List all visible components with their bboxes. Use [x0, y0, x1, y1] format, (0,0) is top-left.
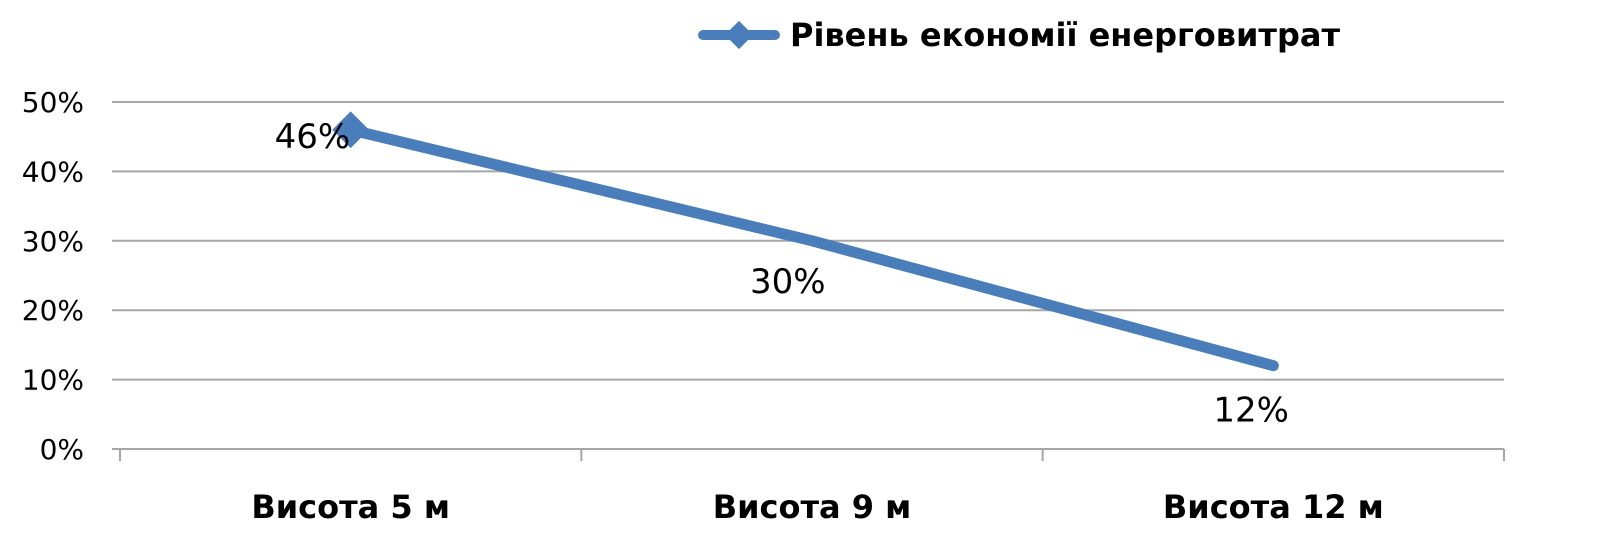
legend: Рівень економії енерговитрат	[698, 16, 1340, 54]
gridlines	[112, 101, 1504, 450]
data-label: 30%	[750, 262, 826, 302]
data-labels: 46% 30% 12%	[275, 117, 1289, 431]
y-tick-label: 20%	[22, 294, 84, 327]
y-tick-label: 10%	[22, 364, 84, 397]
y-tick-label: 30%	[22, 225, 84, 258]
y-tick-label: 50%	[22, 86, 84, 119]
data-label: 12%	[1213, 391, 1289, 431]
legend-diamond-marker	[724, 20, 754, 50]
x-category-label: Висота 12 м	[1163, 488, 1384, 526]
y-axis-tick-labels: 0% 10% 20% 30% 40% 50%	[22, 86, 84, 466]
y-tick-label: 0%	[40, 433, 84, 466]
x-category-label: Висота 5 м	[251, 488, 450, 526]
data-label: 46%	[275, 117, 351, 157]
series-line	[345, 124, 1279, 372]
legend-label: Рівень економії енерговитрат	[790, 16, 1340, 54]
data-point-marker	[332, 111, 370, 149]
x-axis-category-labels: Висота 5 м Висота 9 м Висота 12 м	[251, 488, 1383, 526]
series-plot	[332, 111, 1279, 372]
x-category-label: Висота 9 м	[713, 488, 912, 526]
x-axis	[119, 449, 1505, 461]
y-tick-label: 40%	[22, 155, 84, 188]
